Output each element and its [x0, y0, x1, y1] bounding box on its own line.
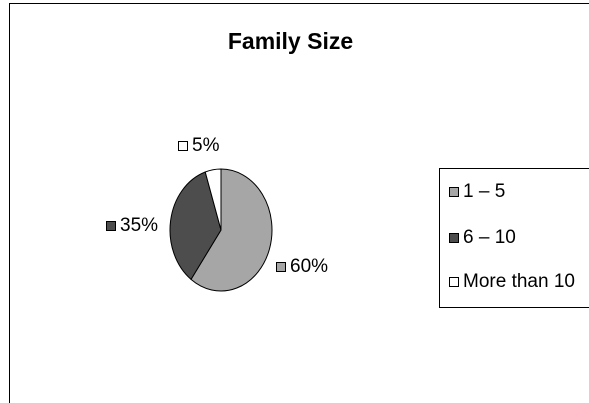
- legend-item-6-10: 6 – 10: [449, 227, 516, 249]
- data-label-text-more-than-10: 5%: [192, 135, 220, 156]
- legend-label-6-10: 6 – 10: [463, 227, 516, 248]
- chart-title: Family Size: [227, 28, 354, 54]
- pie-chart: [169, 168, 273, 292]
- chart-frame: [9, 3, 589, 403]
- pie-slice-more-than-10: [204, 168, 222, 231]
- label-swatch-1-5: [276, 262, 286, 272]
- legend-item-1-5: 1 – 5: [449, 181, 505, 203]
- data-label-more-than-10: 5%: [178, 135, 219, 157]
- legend: 1 – 5 6 – 10 More than 10: [439, 168, 589, 308]
- data-label-text-1-5: 60%: [290, 256, 329, 277]
- data-label-text-6-10: 35%: [120, 215, 159, 236]
- pie-slice-6-10: [169, 171, 222, 281]
- pie-slice-1-5: [190, 168, 273, 292]
- legend-swatch-6-10: [449, 233, 459, 243]
- legend-label-1-5: 1 – 5: [463, 181, 506, 202]
- legend-swatch-1-5: [449, 187, 459, 197]
- data-label-6-10: 35%: [106, 215, 158, 237]
- label-swatch-6-10: [106, 221, 116, 231]
- label-swatch-more-than-10: [178, 141, 188, 151]
- legend-label-more-than-10: More than 10: [463, 271, 575, 292]
- data-label-1-5: 60%: [276, 256, 328, 278]
- legend-swatch-more-than-10: [449, 277, 459, 287]
- legend-item-more-than-10: More than 10: [449, 271, 575, 293]
